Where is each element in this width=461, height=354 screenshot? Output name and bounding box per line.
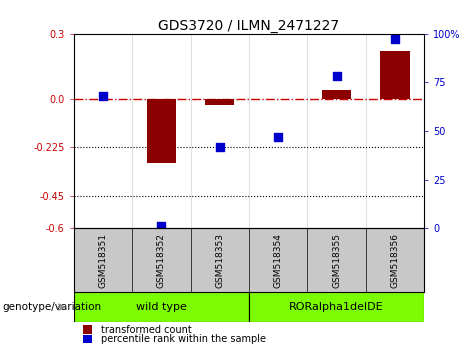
- Text: GSM518355: GSM518355: [332, 233, 341, 288]
- Text: GSM518353: GSM518353: [215, 233, 224, 288]
- Bar: [74, 292, 249, 322]
- Bar: [205, 98, 234, 105]
- Title: GDS3720 / ILMN_2471227: GDS3720 / ILMN_2471227: [159, 19, 339, 33]
- Text: GSM518356: GSM518356: [390, 233, 399, 288]
- Point: [99, 93, 106, 99]
- Text: GSM518351: GSM518351: [99, 233, 107, 288]
- Point: [333, 74, 340, 79]
- Point: [391, 37, 399, 42]
- Bar: [322, 90, 351, 98]
- Text: GSM518352: GSM518352: [157, 233, 166, 288]
- Text: wild type: wild type: [136, 302, 187, 312]
- Text: transformed count: transformed count: [101, 325, 192, 335]
- Bar: [147, 98, 176, 164]
- Text: RORalpha1delDE: RORalpha1delDE: [289, 302, 384, 312]
- Bar: [249, 292, 424, 322]
- Point: [216, 144, 224, 149]
- Point: [158, 224, 165, 229]
- Point: [274, 134, 282, 140]
- Text: GSM518354: GSM518354: [274, 233, 283, 288]
- Text: percentile rank within the sample: percentile rank within the sample: [101, 334, 266, 344]
- Bar: [380, 51, 409, 98]
- Text: genotype/variation: genotype/variation: [2, 302, 101, 312]
